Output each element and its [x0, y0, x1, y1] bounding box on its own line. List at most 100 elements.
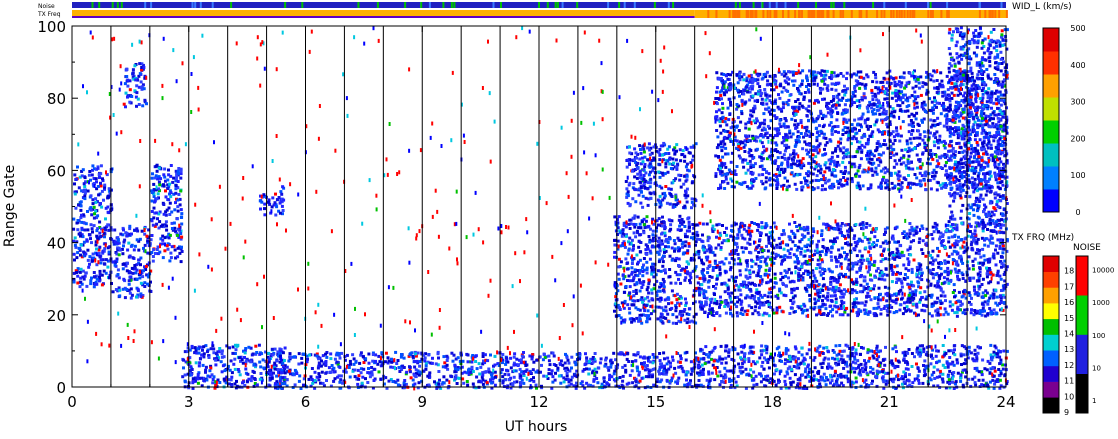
- echo-cell: [751, 360, 755, 364]
- echo-cell: [999, 260, 1002, 264]
- echo-cell: [634, 291, 638, 295]
- echo-cell: [496, 362, 500, 366]
- echo-cell: [704, 300, 708, 304]
- echo-cell: [678, 224, 682, 228]
- echo-cell: [955, 260, 959, 264]
- echo-cell: [352, 362, 356, 366]
- echo-cell: [887, 306, 890, 310]
- echo-cell: [175, 233, 179, 237]
- echo-cell: [882, 233, 886, 236]
- echo-cell: [122, 277, 126, 281]
- echo-cell: [239, 359, 242, 363]
- echo-cell: [380, 351, 384, 355]
- echo-cell: [665, 201, 669, 205]
- echo-cell: [713, 293, 716, 296]
- echo-cell: [332, 379, 336, 383]
- echo-cell: [869, 273, 872, 277]
- echo-cell: [970, 246, 974, 250]
- echo-cell: [662, 248, 666, 252]
- echo-cell: [930, 314, 934, 318]
- echo-cell: [642, 147, 646, 151]
- echo-cell: [626, 192, 630, 196]
- echo-cell: [969, 384, 973, 388]
- echo-cell: [663, 226, 667, 230]
- echo-cell: [861, 223, 865, 227]
- echo-cell: [437, 382, 441, 386]
- echo-cell: [667, 218, 671, 222]
- echo-cell: [989, 294, 993, 298]
- echo-cell: [931, 225, 935, 229]
- echo-cell: [763, 311, 767, 315]
- echo-cell: [154, 211, 158, 215]
- echo-cell: [122, 102, 126, 106]
- echo-cell: [449, 374, 453, 378]
- echo-cell: [899, 303, 903, 307]
- echo-cell: [647, 142, 651, 146]
- echo-cell: [689, 258, 693, 262]
- echo-cell: [786, 255, 790, 259]
- echo-cell: [583, 386, 587, 390]
- echo-cell: [477, 362, 481, 366]
- echo-cell: [767, 241, 771, 245]
- echo-cell: [659, 312, 663, 316]
- echo-cell: [851, 261, 855, 265]
- echo-cell: [480, 375, 484, 379]
- echo-cell: [198, 361, 202, 365]
- echo-cell: [371, 359, 375, 363]
- echo-cell: [647, 173, 651, 177]
- echo-cell: [80, 220, 84, 224]
- echo-cell: [662, 316, 666, 320]
- echo-cell: [224, 381, 228, 385]
- echo-cell: [975, 359, 979, 363]
- echo-cell: [658, 153, 662, 157]
- echo-cell: [627, 247, 631, 251]
- echo-cell: [213, 386, 217, 390]
- echo-cell: [865, 294, 869, 298]
- echo-cell: [846, 265, 850, 269]
- echo-cell: [575, 352, 579, 356]
- echo-cell: [180, 235, 184, 239]
- echo-cell: [505, 368, 508, 372]
- echo-cell: [804, 308, 807, 312]
- echo-cell: [863, 279, 867, 283]
- echo-cell: [663, 231, 667, 235]
- echo-cell: [830, 379, 834, 383]
- echo-cell: [752, 297, 756, 301]
- echo-cell: [759, 282, 763, 286]
- echo-cell: [667, 360, 671, 364]
- echo-cell: [402, 383, 406, 387]
- echo-cell: [664, 239, 668, 243]
- echo-cell: [343, 367, 347, 371]
- echo-cell: [985, 275, 989, 279]
- echo-cell: [104, 217, 107, 221]
- echo-cell: [946, 312, 950, 316]
- echo-cell: [991, 241, 995, 245]
- echo-cell: [674, 165, 678, 169]
- echo-cell: [81, 275, 85, 279]
- echo-cell: [998, 274, 1002, 278]
- echo-cell: [980, 313, 984, 317]
- echo-cell: [846, 354, 850, 358]
- echo-cell: [628, 203, 632, 207]
- echo-cell: [803, 244, 807, 248]
- echo-cell: [748, 271, 752, 274]
- echo-cell: [600, 382, 604, 386]
- echo-cell: [648, 170, 652, 174]
- echo-cell: [840, 255, 844, 259]
- echo-cell: [398, 370, 402, 373]
- echo-cell: [852, 237, 856, 241]
- echo-cell: [607, 368, 611, 372]
- echo-cell: [746, 264, 749, 268]
- echo-cell: [76, 165, 79, 169]
- echo-cell: [891, 271, 895, 275]
- echo-cell: [692, 256, 696, 260]
- echo-cell: [673, 146, 677, 150]
- echo-cell: [135, 268, 139, 272]
- echo-cell: [281, 209, 285, 212]
- echo-cell: [966, 228, 970, 232]
- echo-cell: [614, 358, 618, 362]
- echo-cell: [638, 258, 642, 262]
- echo-cell: [650, 272, 654, 276]
- echo-cell: [708, 260, 712, 264]
- echo-cell: [1002, 231, 1006, 235]
